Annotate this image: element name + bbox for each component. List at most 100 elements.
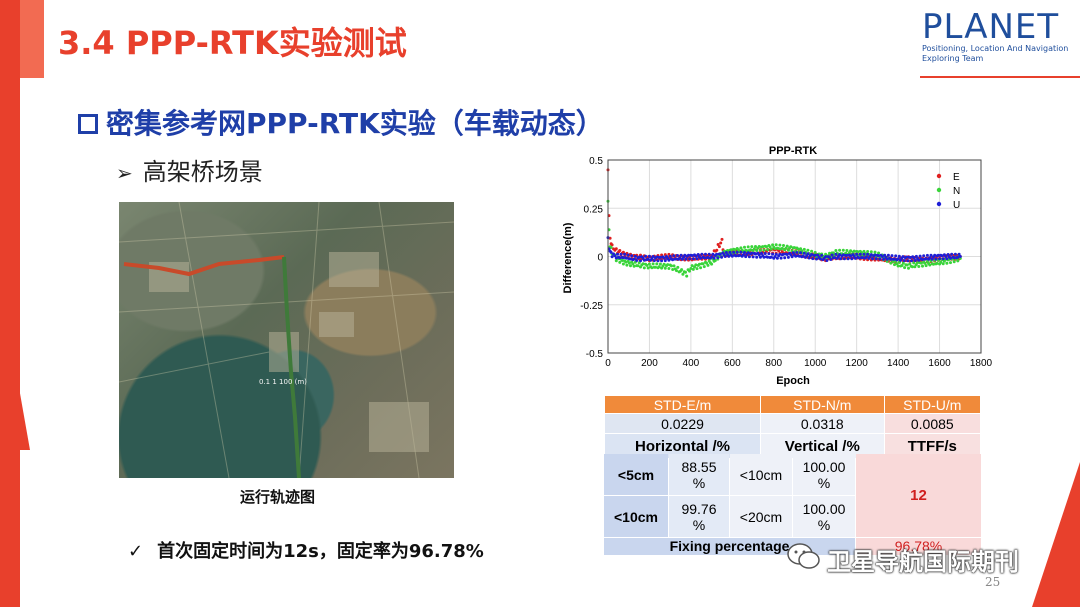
chart-data-point [734,254,738,258]
chart-data-point [774,243,778,247]
chart-data-point [790,255,794,259]
map-overlay-label: 0.1 1 100 (m) [259,378,307,386]
chart-data-point [758,255,762,259]
title-divider [920,76,1080,78]
chart-data-point [895,262,899,266]
chart-data-point [916,261,919,265]
chart-data-point [641,262,645,266]
trajectory-map-overlay: 0.1 1 100 (m) [119,202,454,478]
chart-data-point [917,265,921,268]
chart-data-point [949,261,952,265]
chart-data-point [778,252,782,256]
chart-data-point [877,251,881,255]
chart-data-point [811,257,815,261]
chart-data-point [834,249,838,252]
chart-data-point [751,255,755,259]
chart-data-point [841,248,845,252]
chart-data-point [727,254,731,258]
chart-data-point [704,252,707,256]
wechat-watermark: 卫星导航国际期刊 [785,540,1040,576]
legend-marker-u [936,201,942,207]
chart-data-point [873,253,877,257]
chart-data-point [656,259,660,263]
chart-data-point [773,247,777,251]
chart-data-point [780,246,784,250]
chart-data-point [644,254,648,258]
chart-data-point [774,252,778,256]
chart-data-point [789,245,793,249]
chart-data-point [845,249,849,252]
chart-data-point [618,249,622,252]
chart-data-point [749,248,753,252]
chart-data-point [919,261,923,265]
chart-data-point [639,259,642,263]
accuracy-stats-table: STD-E/m STD-N/m STD-U/m 0.0229 0.0318 0.… [603,395,982,459]
chart-data-point [683,253,687,257]
chart-data-point [878,257,882,261]
chart-data-point [893,263,896,267]
chart-series-u [606,236,962,263]
chart-data-point [609,250,613,254]
chart-data-point [757,253,761,257]
chart-data-point [950,252,954,256]
chart-data-point [841,253,845,257]
chart-data-point [846,257,850,261]
chart-data-point [706,263,710,267]
chart-data-point [830,253,834,257]
chart-data-point [903,266,907,270]
table-cell-v2: 100.00 % [793,496,855,537]
chart-data-point [613,254,617,258]
chart-data-point [796,247,800,251]
table-row-label-v1: <10cm [730,454,792,495]
chart-data-point [791,251,795,255]
chart-data-point [806,252,810,256]
chart-data-point [733,248,737,252]
chart-data-point [690,254,694,257]
chart-data-point [783,256,787,260]
section-heading-text: 密集参考网PPP-RTK实验（车载动态） [106,107,604,140]
chart-data-point [695,267,699,271]
chart-data-point [941,257,945,261]
chart-data-point [636,264,640,268]
chart-data-point [925,253,929,257]
chart-data-point [760,251,764,255]
chart-y-tick-label: 0.5 [589,156,603,167]
chart-data-point [952,256,956,260]
chart-data-point [941,262,945,266]
chart-data-point [669,264,673,268]
chart-data-point [912,256,916,260]
chart-data-point [813,253,817,257]
chart-data-point [688,257,692,261]
chart-data-point [853,256,857,260]
chart-data-point [724,251,728,254]
table-row-label-h2: <10cm [604,496,668,537]
chart-data-point [782,244,785,247]
chart-data-point [720,237,724,241]
chart-y-tick-label: 0 [597,253,603,264]
table-value-std-n: 0.0318 [760,413,885,434]
chart-data-point [747,255,751,259]
chart-data-point [732,250,736,254]
chart-data-point [897,254,901,258]
chart-data-point [885,257,889,261]
chart-data-point [660,259,664,263]
chart-data-point [949,256,952,260]
chart-data-point [885,259,889,263]
table-header-std-e: STD-E/m [603,395,762,414]
chart-data-point [786,255,790,259]
chart-data-point [838,253,842,257]
table-value-std-u: 0.0085 [883,413,982,434]
chart-data-point [778,243,782,247]
chart-data-point [720,255,724,259]
chart-data-point [793,246,796,250]
chart-data-point [844,251,848,255]
chart-data-point [624,260,628,264]
chart-data-point [758,248,762,252]
chart-data-point [632,257,636,261]
chart-data-point [762,255,766,259]
chart-data-point [672,254,676,258]
chart-data-point [690,264,694,268]
chart-data-point [924,257,928,261]
watermark-text: 卫星导航国际期刊 [827,548,1019,576]
chart-data-point [652,259,656,263]
